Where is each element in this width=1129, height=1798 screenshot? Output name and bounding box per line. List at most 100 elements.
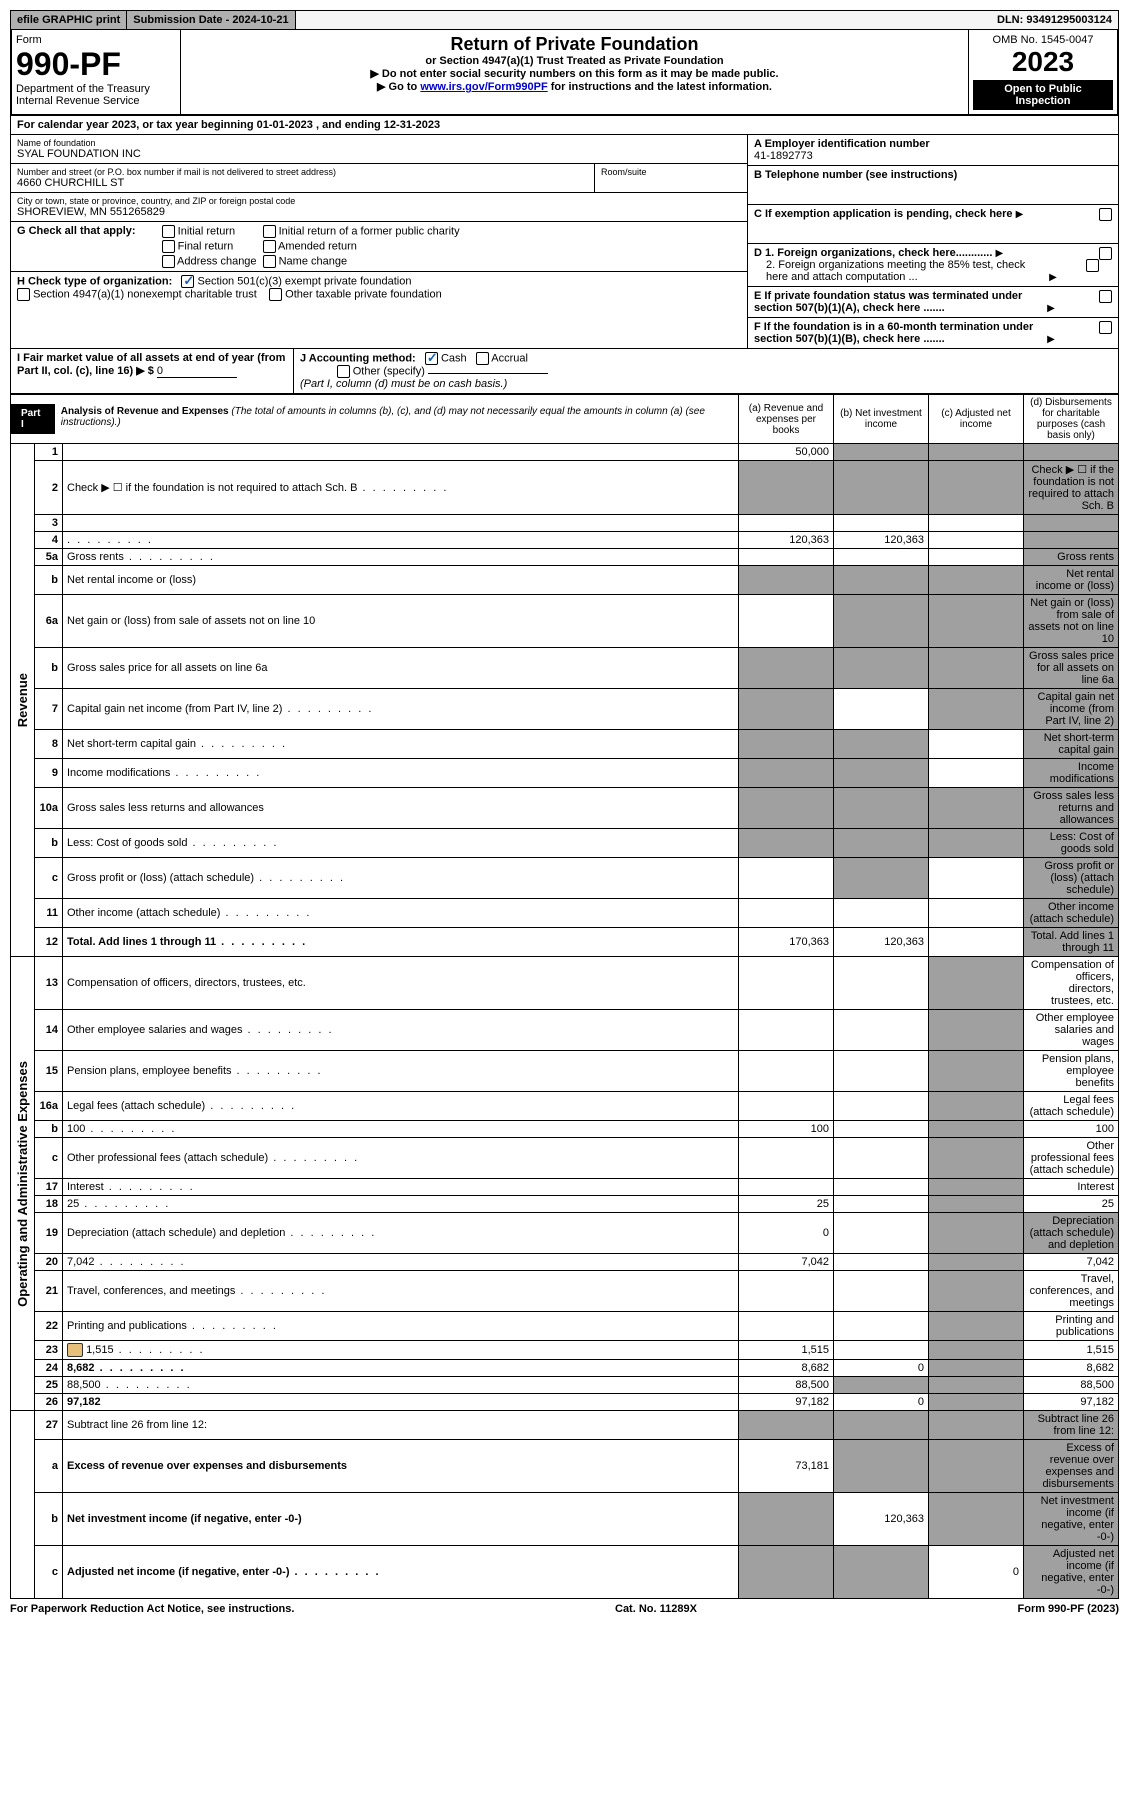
line-description: Net gain or (loss) from sale of assets n… [63, 595, 739, 648]
value-cell-a [739, 1493, 834, 1546]
4947-cb[interactable] [17, 288, 30, 301]
table-row: 2697,18297,182097,182 [11, 1394, 1119, 1411]
value-cell-c [929, 1271, 1024, 1312]
line-description: 88,500 [63, 1377, 739, 1394]
table-row: 18252525 [11, 1196, 1119, 1213]
line-description: Pension plans, employee benefits [63, 1051, 739, 1092]
room-suite-cell: Room/suite [594, 164, 747, 192]
501c3-cb[interactable] [181, 275, 194, 288]
col-c-header: (c) Adjusted net income [929, 395, 1024, 444]
table-row: 3 [11, 515, 1119, 532]
final-return-cb[interactable] [162, 240, 175, 253]
table-row: aExcess of revenue over expenses and dis… [11, 1440, 1119, 1493]
value-cell-a [739, 549, 834, 566]
line-description: 7,042 [63, 1254, 739, 1271]
table-row: 2Check ▶ ☐ if the foundation is not requ… [11, 461, 1119, 515]
line-number: 25 [35, 1377, 63, 1394]
value-cell-d: Other employee salaries and wages [1024, 1010, 1119, 1051]
j-note: (Part I, column (d) must be on cash basi… [300, 378, 507, 390]
value-cell-a [739, 595, 834, 648]
revenue-side-label: Revenue [15, 673, 30, 727]
subtitle: or Section 4947(a)(1) Trust Treated as P… [191, 55, 958, 67]
value-cell-c [929, 1440, 1024, 1493]
value-cell-d [1024, 532, 1119, 549]
value-cell-b [834, 788, 929, 829]
line-number: b [35, 1121, 63, 1138]
value-cell-c [929, 1377, 1024, 1394]
value-cell-d: Gross sales price for all assets on line… [1024, 648, 1119, 689]
value-cell-a [739, 515, 834, 532]
line-description: Legal fees (attach schedule) [63, 1092, 739, 1121]
value-cell-d: Printing and publications [1024, 1312, 1119, 1341]
table-row: 4120,363120,363 [11, 532, 1119, 549]
value-cell-d: 8,682 [1024, 1360, 1119, 1377]
line-number: 21 [35, 1271, 63, 1312]
d1-cb[interactable] [1099, 247, 1112, 260]
addr-change-cb[interactable] [162, 255, 175, 268]
instr-link[interactable]: www.irs.gov/Form990PF [420, 81, 547, 93]
line-number: 11 [35, 899, 63, 928]
line-number: 12 [35, 928, 63, 957]
line-number: c [35, 858, 63, 899]
value-cell-b: 0 [834, 1360, 929, 1377]
value-cell-b [834, 957, 929, 1010]
amended-cb[interactable] [263, 240, 276, 253]
table-row: 9Income modificationsIncome modification… [11, 759, 1119, 788]
form-number: 990-PF [16, 46, 176, 83]
value-cell-b: 120,363 [834, 1493, 929, 1546]
j-accrual: Accrual [491, 352, 528, 364]
footer-center: Cat. No. 11289X [615, 1603, 697, 1615]
table-row: 8Net short-term capital gainNet short-te… [11, 730, 1119, 759]
table-row: bNet investment income (if negative, ent… [11, 1493, 1119, 1546]
accrual-cb[interactable] [476, 352, 489, 365]
initial-former-cb[interactable] [263, 225, 276, 238]
line-description: Capital gain net income (from Part IV, l… [63, 689, 739, 730]
h-label: H Check type of organization: [17, 275, 172, 287]
e-arrow [1047, 302, 1055, 314]
g-label: G Check all that apply: [17, 225, 136, 268]
e-cb[interactable] [1099, 290, 1112, 303]
table-row: 11Other income (attach schedule)Other in… [11, 899, 1119, 928]
submission-date-btn[interactable]: Submission Date - 2024-10-21 [127, 11, 295, 29]
section-j: J Accounting method: Cash Accrual Other … [294, 349, 1118, 393]
line-description: Adjusted net income (if negative, enter … [63, 1546, 739, 1599]
name-change-cb[interactable] [263, 255, 276, 268]
line-description [63, 532, 739, 549]
f-cb[interactable] [1099, 321, 1112, 334]
table-row: 5aGross rentsGross rents [11, 549, 1119, 566]
line-description: Gross sales price for all assets on line… [63, 648, 739, 689]
value-cell-d: Gross rents [1024, 549, 1119, 566]
line-number: 8 [35, 730, 63, 759]
value-cell-d: 1,515 [1024, 1341, 1119, 1360]
phone-cell: B Telephone number (see instructions) [748, 166, 1118, 205]
value-cell-d: Net rental income or (loss) [1024, 566, 1119, 595]
value-cell-d: Net short-term capital gain [1024, 730, 1119, 759]
line-description: Depreciation (attach schedule) and deple… [63, 1213, 739, 1254]
value-cell-b [834, 1121, 929, 1138]
line-number: 15 [35, 1051, 63, 1092]
b-label: B Telephone number (see instructions) [754, 169, 1112, 181]
f-cell: F If the foundation is in a 60-month ter… [748, 318, 1118, 348]
value-cell-b [834, 566, 929, 595]
table-row: 12Total. Add lines 1 through 11170,36312… [11, 928, 1119, 957]
efile-print-btn[interactable]: efile GRAPHIC print [11, 11, 127, 29]
col-a-header: (a) Revenue and expenses per books [739, 395, 834, 444]
cash-cb[interactable] [425, 352, 438, 365]
value-cell-b [834, 1196, 929, 1213]
value-cell-a: 50,000 [739, 444, 834, 461]
initial-return-cb[interactable] [162, 225, 175, 238]
other-taxable-cb[interactable] [269, 288, 282, 301]
title: Return of Private Foundation [191, 34, 958, 55]
d2-cb[interactable] [1086, 259, 1099, 272]
value-cell-c [929, 1196, 1024, 1213]
attachment-icon[interactable] [67, 1343, 83, 1357]
c-cb[interactable] [1099, 208, 1112, 221]
f-label: F If the foundation is in a 60-month ter… [754, 321, 1044, 345]
room-label: Room/suite [601, 167, 741, 177]
value-cell-c [929, 1411, 1024, 1440]
section-h: H Check type of organization: Section 50… [11, 272, 747, 304]
other-cb[interactable] [337, 365, 350, 378]
value-cell-a: 100 [739, 1121, 834, 1138]
value-cell-a [739, 957, 834, 1010]
name-label: Name of foundation [17, 138, 741, 148]
